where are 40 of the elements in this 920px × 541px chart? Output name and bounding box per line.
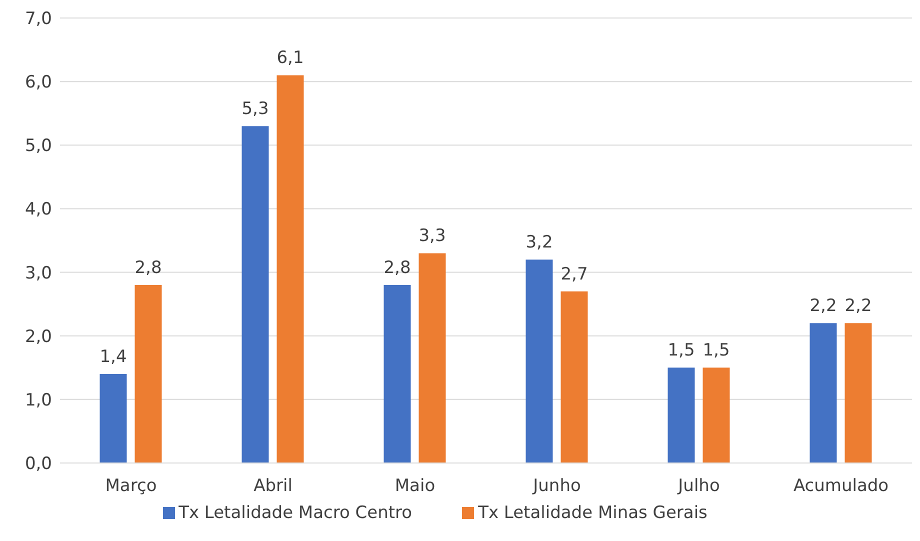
y-tick-label: 7,0 — [24, 9, 52, 30]
data-label: 1,5 — [702, 340, 730, 361]
data-label: 6,1 — [276, 48, 304, 68]
bar — [810, 323, 837, 463]
x-tick-label: Março — [105, 476, 157, 496]
data-label: 2,2 — [844, 296, 872, 316]
y-tick-label: 0,0 — [24, 454, 52, 474]
data-label: 1,5 — [668, 340, 695, 361]
x-tick-label: Maio — [394, 476, 436, 496]
bar — [242, 126, 269, 463]
y-tick-label: 3,0 — [24, 263, 52, 284]
data-label: 2,2 — [810, 296, 837, 316]
bar — [134, 285, 162, 463]
bar — [668, 368, 695, 463]
x-tick-label: Abril — [254, 476, 292, 496]
bar — [702, 368, 730, 463]
data-label: 1,4 — [100, 347, 127, 367]
data-label: 2,8 — [384, 258, 411, 278]
y-tick-label: 5,0 — [24, 136, 52, 156]
bar — [384, 285, 411, 463]
bar — [418, 253, 446, 463]
bar — [526, 260, 553, 463]
data-label: 5,3 — [242, 99, 269, 120]
bar — [276, 75, 304, 463]
x-tick-label: Julho — [677, 476, 720, 496]
bar — [560, 291, 588, 463]
x-tick-label: Junho — [532, 476, 581, 496]
y-tick-label: 1,0 — [24, 390, 52, 410]
bar — [844, 323, 872, 463]
legend-label: Tx Letalidade Minas Gerais — [478, 503, 708, 523]
data-label: 3,3 — [418, 226, 446, 246]
bar — [100, 374, 127, 463]
y-tick-label: 6,0 — [24, 72, 52, 93]
y-tick-label: 2,0 — [24, 326, 52, 347]
data-label: 2,7 — [560, 264, 588, 284]
legend-label: Tx Letalidade Macro Centro — [178, 503, 412, 523]
y-tick-label: 4,0 — [24, 200, 52, 220]
data-label: 3,2 — [526, 232, 553, 253]
data-label: 2,8 — [134, 258, 162, 278]
x-tick-label: Acumulado — [793, 476, 889, 496]
